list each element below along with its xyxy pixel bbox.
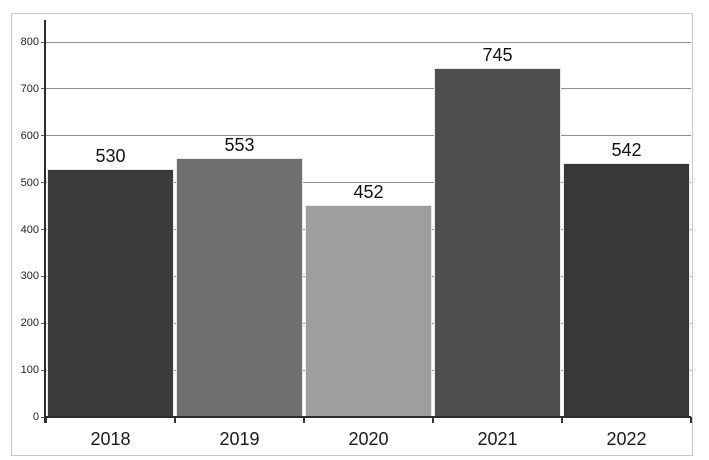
- x-axis-tick: [45, 417, 47, 423]
- gridline-600: [46, 135, 691, 137]
- y-tick-label-400: 400: [20, 223, 39, 236]
- bar-value-label-2018: 530: [95, 145, 126, 166]
- gridline-700: [46, 88, 691, 90]
- gridline-800: [46, 41, 691, 43]
- x-tick-label-2020: 2020: [348, 429, 389, 449]
- y-tick-label-300: 300: [20, 270, 39, 283]
- x-axis-tick: [561, 417, 563, 423]
- x-axis-line: [44, 416, 691, 418]
- y-axis-tick-800: [41, 41, 46, 43]
- bar-2019: [176, 157, 303, 417]
- y-axis-tick-100: [41, 369, 46, 371]
- y-tick-label-0: 0: [32, 411, 39, 423]
- bar-value-label-2020: 452: [353, 182, 384, 203]
- x-tick-label-2019: 2019: [219, 429, 260, 449]
- y-tick-label-500: 500: [20, 176, 39, 189]
- bar-value-label-2022: 542: [611, 139, 642, 160]
- y-tick-label-100: 100: [20, 364, 39, 377]
- y-axis-tick-500: [41, 182, 46, 184]
- y-axis-tick-400: [41, 229, 46, 230]
- bar-2018: [47, 168, 174, 417]
- x-axis-tick: [174, 417, 176, 423]
- bar-value-label-2019: 553: [224, 134, 255, 155]
- y-axis-tick-200: [41, 322, 46, 324]
- x-tick-label-2022: 2022: [606, 429, 647, 449]
- y-axis-line: [44, 20, 46, 423]
- gridline-500: [46, 182, 691, 184]
- x-tick-label-2021: 2021: [477, 429, 518, 449]
- bar-value-label-2021: 745: [482, 44, 513, 65]
- x-axis-tick: [690, 417, 692, 423]
- y-axis-tick-0: [41, 416, 46, 418]
- y-axis-tick-600: [41, 135, 46, 137]
- bar-2020: [305, 205, 432, 417]
- y-tick-label-600: 600: [20, 129, 39, 142]
- chart-canvas: 0 100 200 300 400 500 600 700 800 530 553 452 745 54…: [11, 13, 693, 456]
- plot-area: 0 100 200 300 400 500 600 700 800 530 553 452 745 54…: [12, 14, 692, 455]
- y-axis-tick-700: [41, 88, 46, 90]
- x-tick-label-2018: 2018: [90, 429, 131, 449]
- y-tick-label-700: 700: [20, 82, 39, 95]
- y-axis-tick-300: [41, 275, 46, 277]
- y-tick-label-200: 200: [20, 317, 39, 330]
- x-axis-tick: [432, 417, 434, 423]
- y-tick-label-800: 800: [20, 36, 39, 48]
- x-axis-tick: [303, 417, 305, 423]
- bar-2021: [434, 67, 561, 417]
- bar-2022: [563, 162, 690, 417]
